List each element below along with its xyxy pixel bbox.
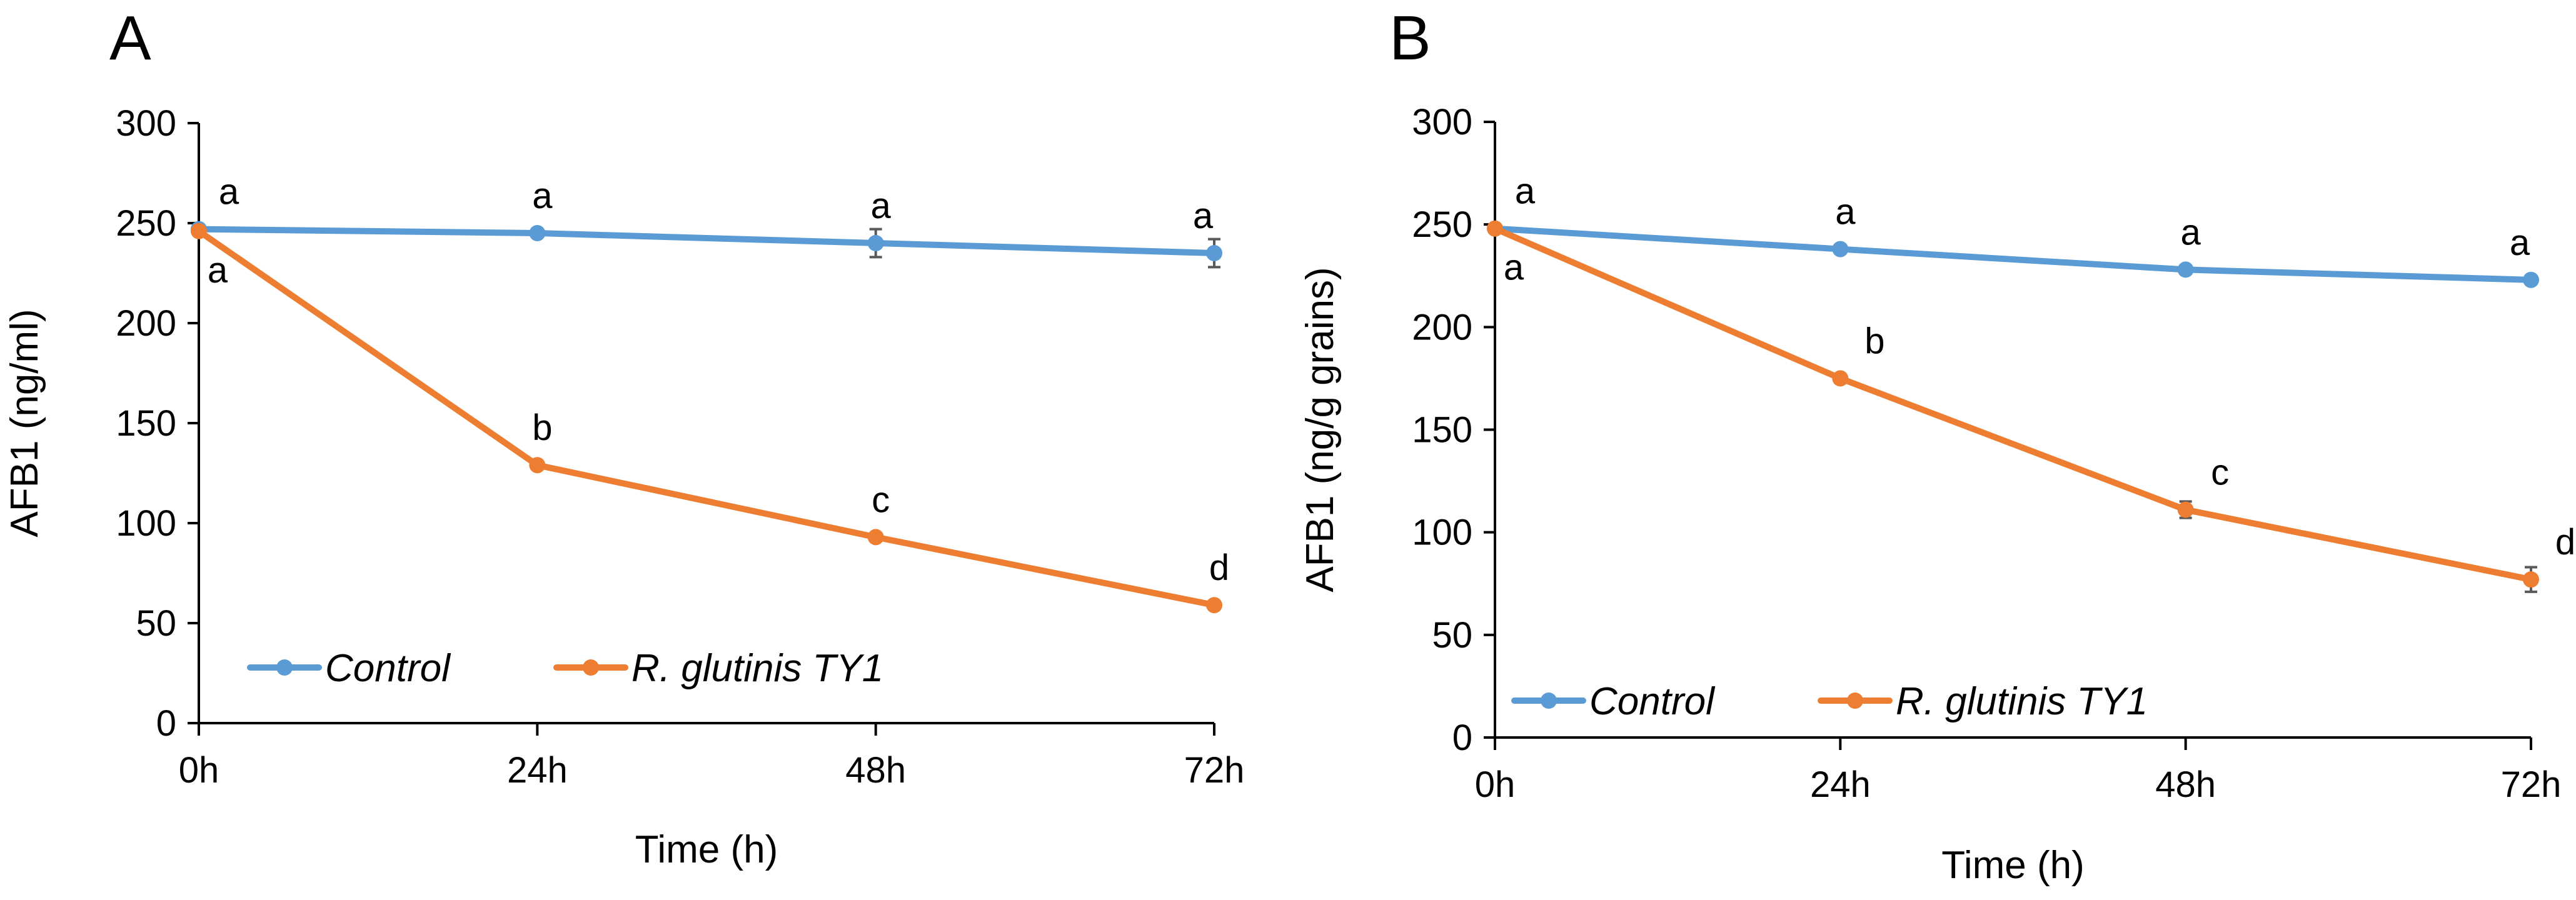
y-tick-label: 200 (116, 303, 176, 344)
y-tick-label: 0 (1452, 718, 1472, 758)
x-tick-label: 24h (1810, 764, 1871, 805)
x-tick-label: 0h (1475, 764, 1516, 805)
significance-letter: a (871, 186, 892, 226)
x-axis-title: Time (h) (635, 828, 778, 871)
significance-letter: d (1209, 548, 1229, 588)
legend-swatch-marker (1847, 692, 1863, 709)
significance-letter: a (2510, 222, 2530, 263)
legend-label: R. glutinis TY1 (1896, 680, 2148, 723)
legend-swatch-marker (276, 659, 293, 676)
significance-letter: a (219, 172, 239, 212)
y-tick-label: 250 (116, 203, 176, 244)
panel-label: B (1389, 3, 1431, 73)
significance-letter: c (2211, 452, 2229, 493)
data-point (867, 235, 884, 251)
series-r-glutinis: a b c d (191, 222, 1229, 614)
significance-letter: a (1515, 171, 1536, 212)
significance-letter: a (532, 176, 553, 216)
significance-letter: b (532, 408, 552, 448)
x-tick-label: 48h (845, 750, 906, 791)
series-line (196, 226, 1217, 256)
legend: Control R. glutinis TY1 (1511, 680, 2148, 723)
y-tick-label: 250 (1412, 204, 1472, 245)
x-tick-label: 72h (2501, 764, 2562, 805)
y-tick-label: 100 (116, 503, 176, 544)
x-tick-label: 0h (179, 750, 219, 791)
data-point (1832, 370, 1849, 387)
x-axis-title: Time (h) (1941, 844, 2084, 887)
data-point (1487, 220, 1503, 237)
panel-label: A (109, 3, 151, 73)
y-tick-label: 0 (156, 703, 176, 744)
data-point (2177, 261, 2194, 278)
x-tick-label: 72h (1184, 750, 1245, 791)
y-tick-label: 50 (136, 603, 176, 644)
legend-label: R. glutinis TY1 (631, 647, 883, 690)
significance-letter: a (1504, 248, 1524, 288)
y-tick-label: 150 (1412, 410, 1472, 451)
significance-letter: c (872, 479, 890, 520)
significance-letter: a (1835, 192, 1856, 232)
y-tick-label: 300 (1412, 102, 1472, 142)
data-point (1832, 241, 1849, 258)
y-axis-title: AFB1 (ng/ml) (3, 309, 46, 537)
data-point (2177, 501, 2194, 518)
data-point (529, 225, 546, 241)
legend-label: Control (325, 647, 451, 690)
x-tick-label: 48h (2155, 764, 2216, 805)
legend: Control R. glutinis TY1 (247, 647, 883, 690)
y-tick-label: 100 (1412, 512, 1472, 553)
significance-letter: a (1193, 196, 1214, 236)
significance-letter: b (1864, 321, 1884, 361)
panel-b: B 0 50 100 150 200 250 300 0h 24h 48h 72h Time (h) AF… (1299, 3, 2575, 887)
legend-swatch-marker (1541, 692, 1557, 709)
data-point (2523, 571, 2539, 588)
significance-letter: a (208, 250, 228, 291)
x-tick-label: 24h (507, 750, 568, 791)
significance-letter: d (2555, 522, 2575, 562)
series-line (196, 228, 1217, 609)
data-point (867, 529, 884, 546)
legend-swatch-marker (583, 659, 599, 676)
y-tick-label: 150 (116, 403, 176, 444)
series-line (1492, 225, 2534, 583)
significance-letter: a (2181, 212, 2201, 252)
data-point (529, 457, 546, 474)
series-line (1492, 225, 2534, 283)
y-axis-title: AFB1 (ng/g grains) (1299, 267, 1342, 592)
panel-a: A 0 50 100 150 200 250 300 0h 24h 48h 72h Time (h) AF… (3, 3, 1244, 871)
series-r-glutinis: a b c d (1487, 220, 2575, 593)
data-point (1206, 597, 1222, 614)
y-tick-label: 50 (1432, 615, 1472, 656)
data-point (2523, 271, 2539, 288)
legend-label: Control (1589, 680, 1716, 723)
y-tick-label: 300 (116, 103, 176, 144)
data-point (1206, 245, 1222, 261)
y-tick-label: 200 (1412, 307, 1472, 348)
data-point (191, 222, 207, 239)
